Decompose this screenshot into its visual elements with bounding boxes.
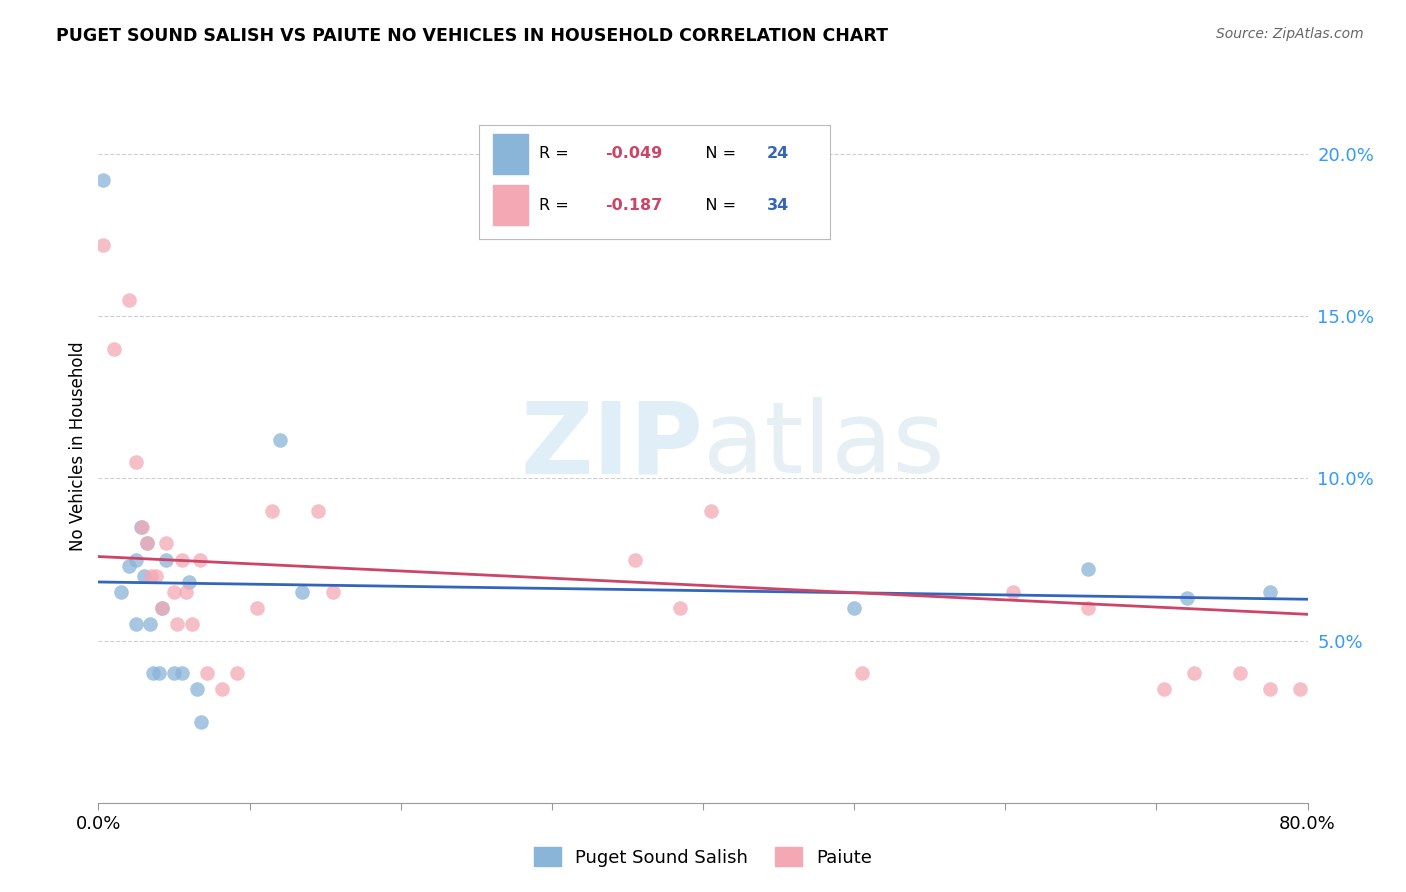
Point (1229, 666, 1251, 681)
Point (699, 504, 721, 518)
Y-axis label: No Vehicles in Household: No Vehicles in Household (69, 341, 87, 551)
Point (131, 520, 153, 534)
Point (1258, 682, 1281, 697)
Point (125, 552, 148, 566)
Point (129, 520, 152, 534)
Point (139, 617, 162, 632)
Text: atlas: atlas (703, 398, 945, 494)
Point (262, 504, 284, 518)
Point (179, 575, 201, 590)
Point (163, 666, 186, 681)
Point (1258, 585, 1281, 599)
Point (269, 433, 291, 447)
Point (1153, 682, 1175, 697)
Point (125, 455, 148, 469)
Point (155, 536, 177, 550)
Point (186, 682, 208, 697)
Point (307, 504, 329, 518)
Point (132, 568, 155, 582)
Point (91, 173, 114, 187)
Point (170, 552, 193, 566)
Point (1182, 666, 1205, 681)
Point (1175, 591, 1198, 606)
Point (145, 568, 167, 582)
Point (150, 601, 173, 615)
Point (246, 601, 269, 615)
Point (195, 666, 218, 681)
Point (141, 568, 163, 582)
Point (211, 682, 233, 697)
Text: Source: ZipAtlas.com: Source: ZipAtlas.com (1216, 27, 1364, 41)
Point (118, 559, 141, 574)
Point (1001, 585, 1024, 599)
Point (851, 666, 873, 681)
Point (181, 617, 204, 632)
Point (1077, 601, 1099, 615)
Point (669, 601, 692, 615)
Point (174, 585, 197, 599)
Point (624, 552, 647, 566)
Point (188, 552, 211, 566)
Point (135, 536, 157, 550)
Point (190, 714, 212, 729)
Point (1289, 682, 1312, 697)
Point (322, 585, 344, 599)
Point (163, 585, 186, 599)
Point (148, 666, 170, 681)
Point (150, 601, 173, 615)
Point (91, 238, 114, 252)
Point (166, 617, 188, 632)
Point (103, 342, 125, 356)
Point (125, 617, 148, 632)
Point (226, 666, 249, 681)
Point (155, 552, 177, 566)
Point (1077, 562, 1099, 576)
Point (170, 666, 193, 681)
Point (110, 585, 132, 599)
Legend: Puget Sound Salish, Paiute: Puget Sound Salish, Paiute (526, 840, 880, 874)
Point (844, 601, 866, 615)
Point (118, 293, 141, 307)
Point (142, 666, 165, 681)
Point (135, 536, 157, 550)
Point (291, 585, 314, 599)
Text: ZIP: ZIP (520, 398, 703, 494)
Text: PUGET SOUND SALISH VS PAIUTE NO VEHICLES IN HOUSEHOLD CORRELATION CHART: PUGET SOUND SALISH VS PAIUTE NO VEHICLES… (56, 27, 889, 45)
